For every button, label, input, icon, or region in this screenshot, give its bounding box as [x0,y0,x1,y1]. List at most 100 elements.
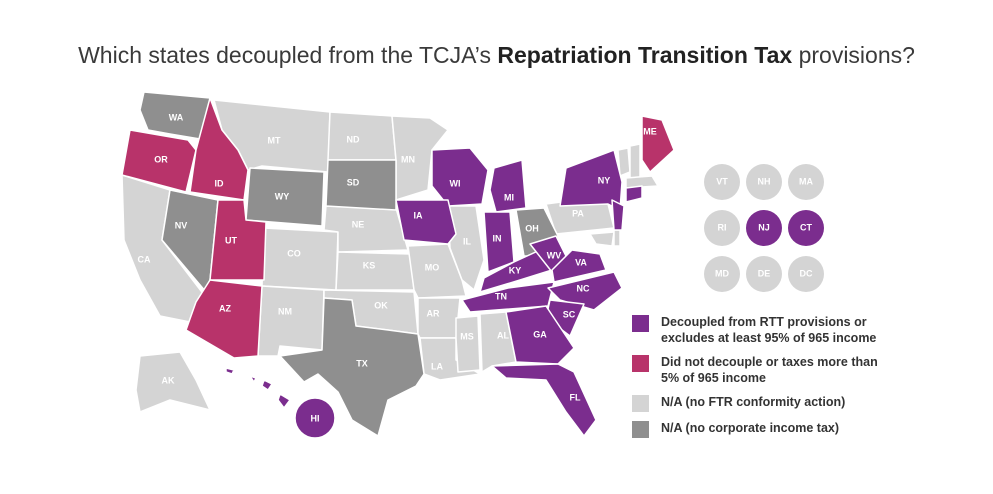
label-OR: OR [154,154,168,164]
state-MD-main[interactable] [589,231,615,247]
label-AZ: AZ [219,303,231,313]
state-ME[interactable] [641,115,675,173]
state-TX[interactable] [279,297,425,437]
state-WY[interactable] [245,167,325,227]
legend-label: Decoupled from RTT provisions or exclude… [661,315,877,345]
label-DC: DC [800,268,813,278]
label-ME: ME [643,126,657,136]
legend-swatch-darkgray [632,421,649,438]
label-CT: CT [800,222,812,232]
state-IL[interactable] [447,205,485,291]
label-HI: HI [311,413,320,423]
circle-MA[interactable] [788,164,824,200]
state-FL[interactable] [491,363,597,437]
label-NV: NV [175,220,188,230]
state-WI[interactable] [431,147,489,207]
label-IL: IL [463,236,472,246]
map-title: Which states decoupled from the TCJA’s R… [0,42,993,69]
state-ND[interactable] [327,111,397,161]
label-IA: IA [414,210,424,220]
label-TX: TX [356,358,368,368]
state-MA-main[interactable] [625,175,659,189]
label-NJ: NJ [758,222,770,232]
circle-RI[interactable] [704,210,740,246]
label-MT: MT [268,135,281,145]
label-WY: WY [275,191,290,201]
label-AK: AK [162,375,175,385]
label-GA: GA [533,329,547,339]
state-NC[interactable] [547,271,623,311]
state-NM[interactable] [257,285,325,357]
label-NE: NE [352,219,365,229]
legend: Decoupled from RTT provisions or exclude… [632,314,881,446]
circle-VT[interactable] [704,164,740,200]
label-OK: OK [374,300,388,310]
state-OR[interactable] [121,129,197,193]
label-ID: ID [215,178,225,188]
legend-swatch-purple [632,315,649,332]
state-MS[interactable] [455,315,481,373]
state-ID[interactable] [189,97,249,201]
state-SD[interactable] [325,159,397,211]
title-prefix: Which states decoupled from the TCJA’s [78,42,498,68]
legend-swatch-magenta [632,355,649,372]
circle-DE[interactable] [746,256,782,292]
state-CO[interactable] [261,227,339,291]
state-KS[interactable] [335,251,415,291]
legend-label: Did not decouple or taxes more than 5% o… [661,355,878,385]
state-IA[interactable] [395,199,457,245]
label-UT: UT [225,235,237,245]
state-AL[interactable] [479,311,517,373]
label-VA: VA [575,257,587,267]
circle-DC[interactable] [788,256,824,292]
legend-swatch-lightgray [632,395,649,412]
label-WA: WA [169,112,184,122]
label-SD: SD [347,177,360,187]
state-HI[interactable] [294,397,336,439]
label-MN: MN [401,154,415,164]
label-LA: LA [431,361,443,371]
label-NY: NY [598,175,611,185]
legend-item-not-decoupled: Did not decouple or taxes more than 5% o… [632,354,881,386]
label-AR: AR [427,308,440,318]
state-NH-main[interactable] [629,143,641,179]
label-NH: NH [758,176,771,186]
legend-item-decoupled: Decoupled from RTT provisions or exclude… [632,314,881,346]
label-SC: SC [563,309,576,319]
state-NJ-main[interactable] [611,199,625,231]
label-MS: MS [460,331,474,341]
label-NC: NC [577,283,590,293]
title-bold: Repatriation Transition Tax [497,42,793,68]
state-VA[interactable] [551,249,607,283]
state-MI[interactable] [489,159,527,213]
state-AK[interactable] [135,351,211,413]
state-HI-islands[interactable] [225,367,291,409]
label-NM: NM [278,306,292,316]
label-IN: IN [493,233,502,243]
state-AZ[interactable] [185,279,263,359]
label-TN: TN [495,291,507,301]
label-KY: KY [509,265,522,275]
circle-NH[interactable] [746,164,782,200]
legend-label: N/A (no corporate income tax) [661,421,840,435]
label-FL: FL [570,392,581,402]
label-MA: MA [799,176,813,186]
label-MD: MD [715,268,729,278]
label-WI: WI [450,178,461,188]
label-MO: MO [425,262,440,272]
label-WV: WV [547,250,562,260]
circle-MD[interactable] [704,256,740,292]
circle-NJ[interactable] [746,210,782,246]
label-VT: VT [716,176,728,186]
state-CT-main[interactable] [625,185,643,203]
state-DE-main[interactable] [613,229,621,247]
circle-CT[interactable] [788,210,824,246]
small-states-grid: VT NH MA RI NJ CT MD DE DC [704,164,824,292]
state-GA[interactable] [505,305,575,365]
state-TN[interactable] [461,281,555,313]
label-KS: KS [363,260,376,270]
label-PA: PA [572,208,584,218]
title-suffix: provisions? [792,42,915,68]
label-CO: CO [287,248,301,258]
